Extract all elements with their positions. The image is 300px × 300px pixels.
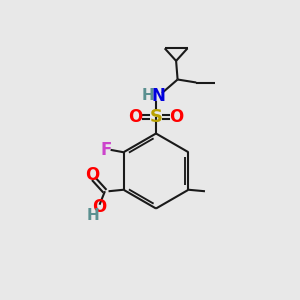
Text: O: O bbox=[169, 108, 184, 126]
Text: O: O bbox=[85, 166, 99, 184]
Text: H: H bbox=[86, 208, 99, 223]
Text: F: F bbox=[100, 141, 112, 159]
Text: O: O bbox=[128, 108, 142, 126]
Text: O: O bbox=[92, 199, 106, 217]
Text: H: H bbox=[141, 88, 154, 103]
Text: N: N bbox=[152, 87, 165, 105]
Text: S: S bbox=[149, 108, 163, 126]
